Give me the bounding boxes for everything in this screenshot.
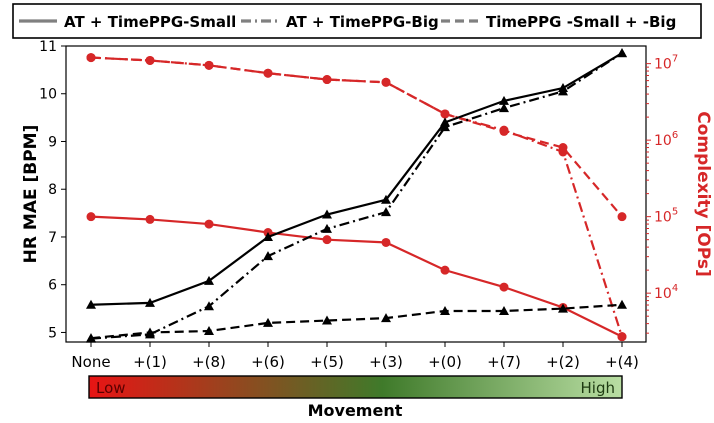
mae-point (145, 297, 155, 307)
mae-point (381, 313, 391, 323)
x-axis: None +(1) +(8) +(6) +(5) +(3) +(0) +(7) +(2) +(4) (71, 342, 639, 371)
mae-point (617, 299, 627, 309)
mae-point (558, 86, 568, 96)
left-tick-label-4: 9 (48, 134, 57, 150)
x-tick-label-8: +(2) (546, 353, 580, 371)
complexity-point (86, 53, 96, 63)
mae-point (322, 315, 332, 325)
x-tick-label-1: +(1) (133, 353, 167, 371)
complexity-point (322, 235, 332, 245)
left-tick-label-0: 5 (48, 325, 57, 341)
complexity-line-0 (90, 215, 623, 338)
complexity-point (86, 212, 96, 222)
x-tick-label-2: +(8) (192, 353, 226, 371)
right-axis-label: Complexity [OPs] (693, 111, 713, 277)
series-layer (86, 48, 627, 343)
complexity-point (204, 60, 214, 70)
left-tick-label-1: 6 (48, 278, 57, 294)
legend-label-0: AT + TimePPG-Small (64, 13, 236, 31)
mae-line-1 (90, 52, 623, 340)
legend-label-1: AT + TimePPG-Big (286, 13, 439, 31)
complexity-series-1 (86, 53, 627, 342)
mae-point (617, 48, 627, 58)
mae-point (263, 251, 273, 261)
complexity-point (499, 126, 509, 136)
complexity-point (322, 75, 332, 85)
movement-gradient (88, 375, 623, 399)
x-tick-label-6: +(0) (428, 353, 462, 371)
complexity-point (263, 68, 273, 78)
complexity-point (145, 214, 155, 224)
complexity-point (381, 77, 391, 87)
x-axis-label: Movement (308, 401, 403, 420)
right-tick-label-2: 106 (654, 130, 678, 149)
complexity-point (381, 237, 391, 247)
right-tick-label-0: 104 (654, 283, 678, 302)
legend-frame (12, 3, 702, 39)
mae-point (558, 303, 568, 313)
mae-point (204, 275, 214, 285)
right-axis: 104 105 106 107 (646, 54, 678, 334)
mae-point (499, 305, 509, 315)
complexity-point (558, 143, 568, 153)
mae-series-0 (86, 48, 627, 309)
movement-low-label: Low (96, 379, 126, 397)
x-tick-label-0: None (71, 353, 110, 371)
complexity-point (440, 265, 450, 275)
mae-point (145, 327, 155, 337)
left-tick-label-6: 11 (39, 39, 57, 55)
mae-point (440, 117, 450, 127)
x-tick-label-3: +(6) (251, 353, 285, 371)
mae-series-2 (86, 299, 627, 343)
complexity-point (440, 109, 450, 119)
mae-point (440, 122, 450, 132)
mae-point (263, 231, 273, 241)
left-tick-label-2: 7 (48, 230, 57, 246)
mae-point (381, 207, 391, 217)
mae-point (381, 194, 391, 204)
legend-label-2: TimePPG -Small + -Big (486, 13, 676, 31)
mae-point (86, 333, 96, 343)
x-tick-label-5: +(3) (369, 353, 403, 371)
mae-point (499, 95, 509, 105)
complexity-series-2 (86, 53, 627, 222)
left-tick-label-5: 10 (39, 87, 57, 103)
complexity-point (617, 212, 627, 222)
x-tick-label-9: +(4) (605, 353, 639, 371)
complexity-point (145, 55, 155, 65)
mae-point (499, 103, 509, 113)
mae-line-0 (90, 52, 623, 306)
x-tick-label-4: +(5) (310, 353, 344, 371)
complexity-point (617, 332, 627, 342)
mae-point (440, 305, 450, 315)
complexity-line-2 (90, 56, 623, 218)
left-tick-label-3: 8 (48, 182, 57, 198)
movement-high-label: High (581, 379, 615, 397)
left-axis: 5 6 7 8 9 10 11 (39, 39, 66, 341)
left-axis-label: HR MAE [BPM] (21, 125, 41, 264)
legend: AT + TimePPG-Small AT + TimePPG-Big TimePP… (12, 3, 702, 39)
x-tick-label-7: +(7) (487, 353, 521, 371)
mae-point (86, 299, 96, 309)
mae-point (263, 317, 273, 327)
complexity-point (499, 282, 509, 292)
mae-point (322, 223, 332, 233)
complexity-series-0 (86, 212, 627, 342)
right-tick-label-3: 107 (654, 54, 678, 73)
mae-line-2 (90, 303, 623, 340)
movement-bar: Low High Movement (88, 375, 623, 420)
right-tick-label-1: 105 (654, 207, 678, 226)
mae-point (204, 301, 214, 311)
mae-point (204, 326, 214, 336)
complexity-point (204, 219, 214, 229)
mae-point (322, 209, 332, 219)
